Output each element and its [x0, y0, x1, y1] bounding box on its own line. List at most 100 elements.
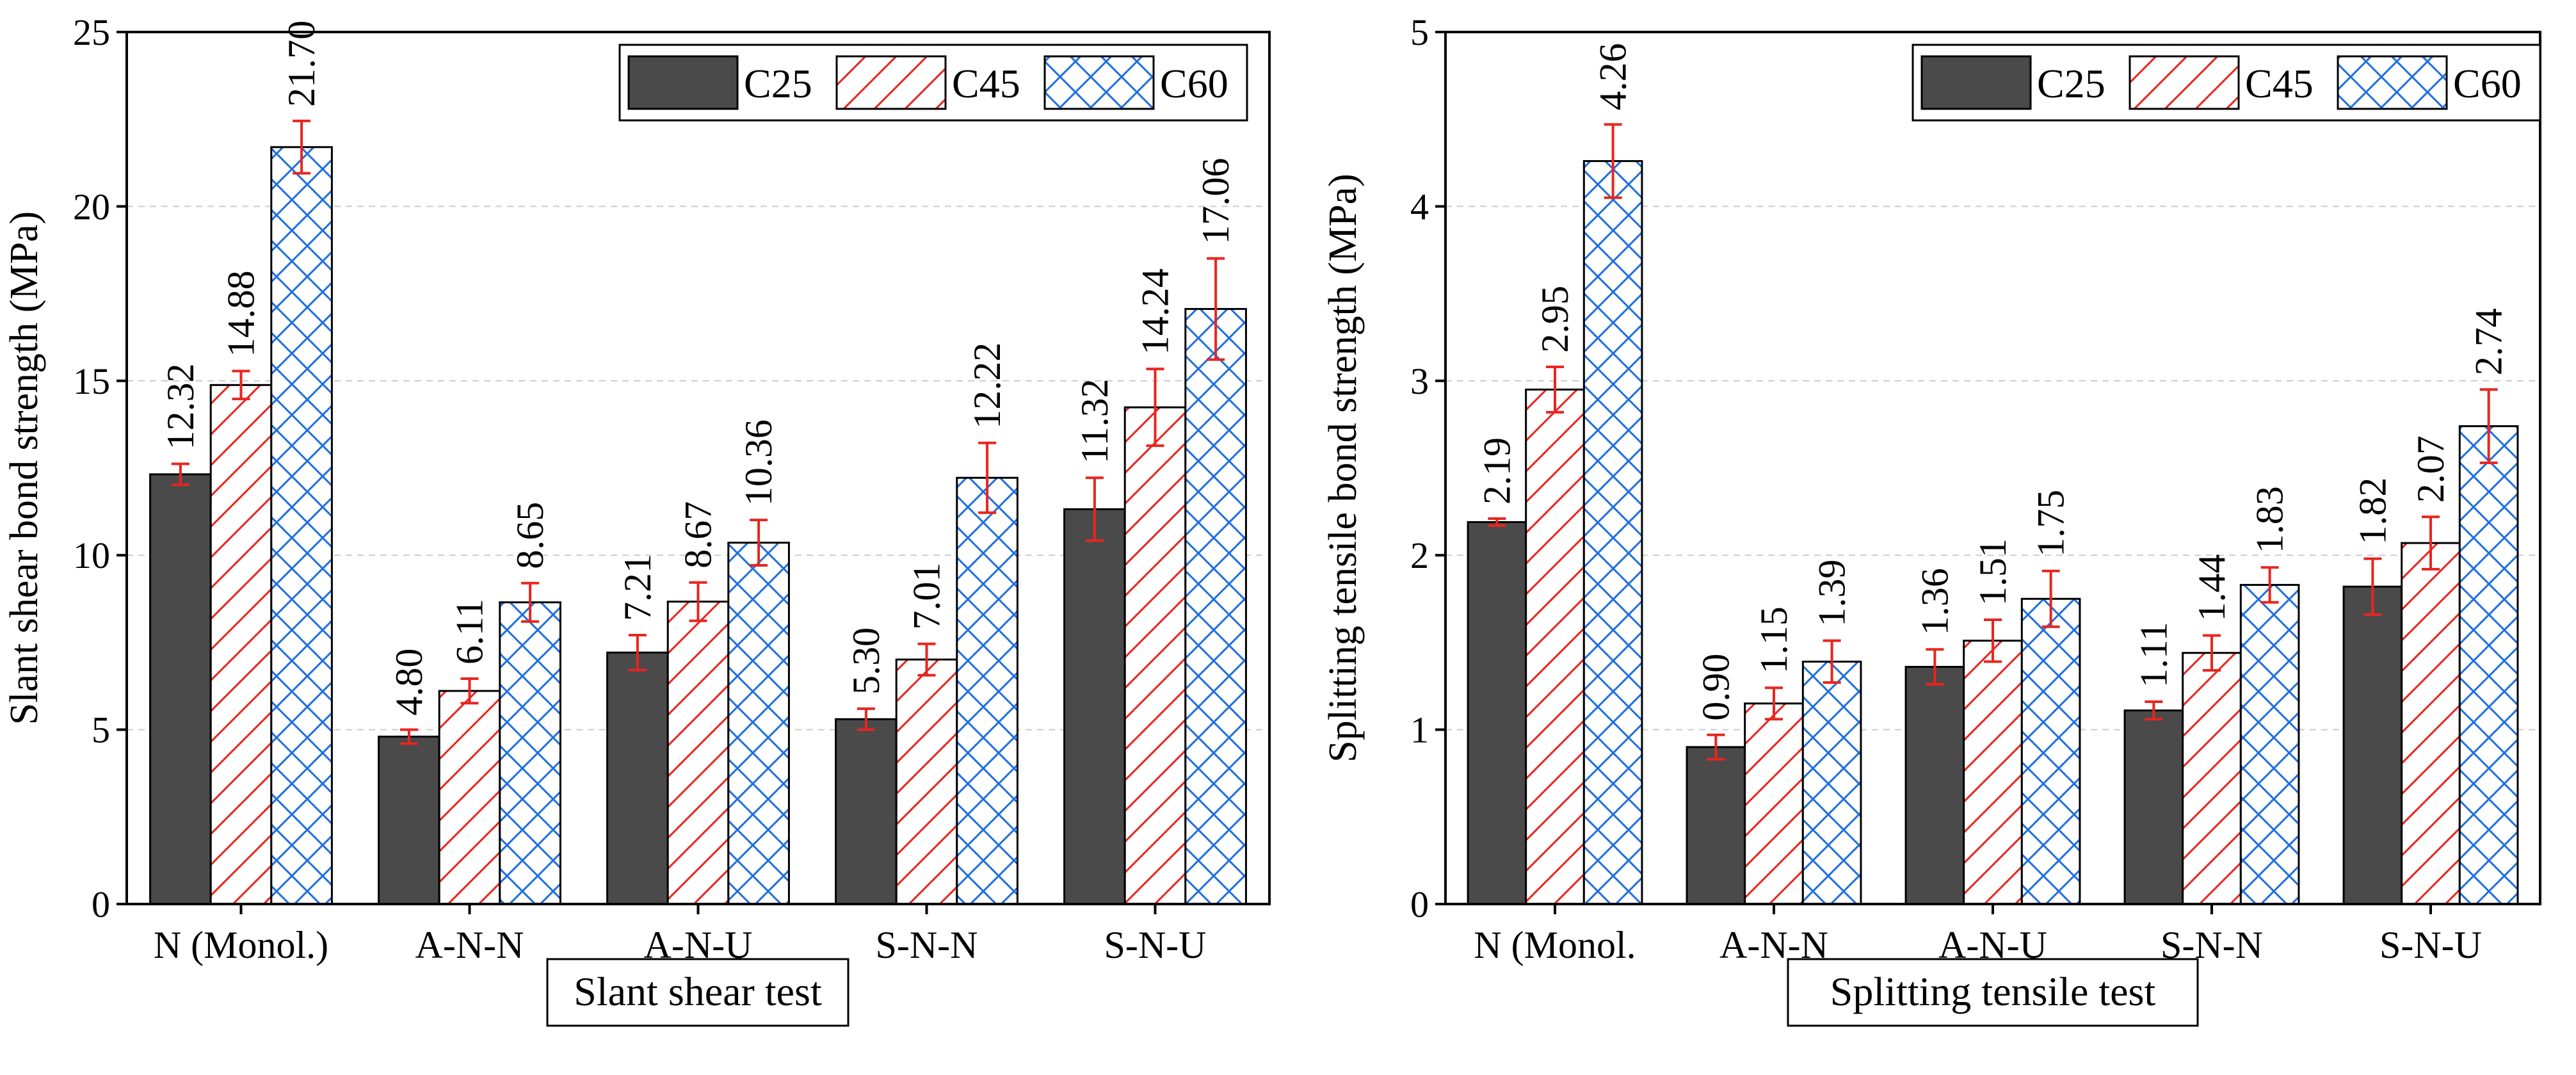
- error-bar: [1926, 648, 1944, 686]
- error-bar: [1085, 476, 1104, 542]
- value-label: 1.82: [2351, 478, 2394, 545]
- category-label: S-N-U: [1104, 924, 1207, 966]
- bar-c60: [2020, 597, 2081, 905]
- slant-shear-chart: 12.32 14.88 21.70 4.80 6.11 8.65 7.21 8.67 10.36…: [3, 12, 1271, 1027]
- bar-c45: [209, 384, 273, 905]
- error-bar: [917, 642, 936, 677]
- y-ticks: 0 5 10 15 20 25: [73, 12, 127, 925]
- error-bar: [2363, 557, 2382, 616]
- legend-swatch-c60: [2337, 55, 2448, 110]
- error-bar: [1146, 368, 1164, 448]
- bar-c25: [378, 735, 440, 905]
- error-bar: [1984, 618, 2002, 663]
- error-bar: [293, 119, 311, 175]
- y-tick-label: 2: [1410, 535, 1429, 576]
- error-bar: [2260, 566, 2279, 604]
- category-label: S-N-N: [876, 924, 978, 966]
- value-label: 8.65: [509, 502, 551, 569]
- value-label: 14.88: [220, 271, 262, 357]
- error-bar: [2422, 515, 2440, 570]
- error-bar: [399, 728, 418, 745]
- error-bar: [2041, 569, 2060, 628]
- value-label: 6.11: [449, 599, 491, 665]
- y-tick-label: 5: [1410, 12, 1429, 53]
- caption-text: Slant shear test: [574, 969, 822, 1014]
- bar-c60: [1184, 308, 1247, 905]
- y-ticks: 0 1 2 3 4 5: [1410, 12, 1445, 925]
- bar-c45: [2401, 542, 2461, 905]
- value-label: 10.36: [737, 419, 780, 506]
- y-tick-label: 0: [92, 884, 110, 925]
- bar-c25: [835, 718, 898, 905]
- error-bar: [689, 581, 707, 622]
- legend: C25 C45 C60: [1912, 44, 2541, 122]
- value-label: 11.32: [1074, 378, 1116, 464]
- bar-c45: [1963, 640, 2023, 905]
- bar-c45: [438, 690, 501, 905]
- bar-c60: [956, 476, 1018, 905]
- category-label: S-N-U: [2379, 924, 2482, 966]
- error-bar: [1823, 639, 1841, 684]
- error-bar: [171, 462, 189, 487]
- legend-swatch-c45: [2129, 55, 2240, 110]
- value-label: 1.15: [1753, 606, 1795, 674]
- bar-c25: [1467, 521, 1527, 905]
- bar-c60: [270, 146, 333, 905]
- bar-c25: [1063, 508, 1126, 905]
- error-bar: [1765, 686, 1783, 721]
- y-tick-label: 5: [92, 709, 110, 751]
- bar-c45: [895, 658, 958, 905]
- bar-c45: [1123, 406, 1187, 905]
- value-label: 17.06: [1195, 158, 1237, 245]
- bar-c45: [2182, 652, 2242, 905]
- error-bar: [628, 633, 647, 672]
- error-bar: [1488, 517, 1506, 527]
- y-tick-label: 25: [73, 12, 110, 53]
- value-label: 4.26: [1592, 43, 1634, 110]
- legend-label: C25: [744, 61, 812, 106]
- legend-label: C45: [2245, 61, 2314, 106]
- value-label: 2.19: [1476, 437, 1518, 505]
- error-bar: [1604, 123, 1622, 199]
- category-label: N (Monol.): [154, 924, 328, 966]
- y-tick-label: 3: [1410, 360, 1429, 402]
- value-label: 1.44: [2191, 554, 2233, 622]
- error-bar: [857, 707, 875, 731]
- y-tick-label: 4: [1410, 186, 1429, 227]
- error-bar: [1707, 733, 1725, 761]
- y-axis-title: Splitting tensile bond strength (MPa): [1321, 174, 1365, 763]
- value-label: 8.67: [677, 501, 720, 569]
- bar-c25: [2342, 585, 2403, 905]
- bar-c25: [2123, 709, 2184, 905]
- bars: [1467, 160, 2519, 905]
- y-tick-label: 1: [1410, 709, 1429, 751]
- bar-c25: [1686, 746, 1746, 905]
- category-labels: N (Monol. A-N-N A-N-U S-N-N S-N-U: [1474, 904, 2482, 966]
- y-axis-title: Slant shear bond strength (MPa): [3, 211, 46, 725]
- legend-label: C45: [952, 61, 1020, 106]
- legend-swatch-c25: [627, 55, 739, 110]
- bar-c25: [606, 651, 669, 905]
- y-tick-label: 15: [73, 360, 110, 402]
- category-label: A-N-N: [415, 924, 524, 966]
- value-label: 7.01: [906, 563, 948, 630]
- error-bar: [2203, 634, 2221, 672]
- value-label: 12.22: [966, 343, 1008, 429]
- value-label: 1.75: [2030, 490, 2072, 557]
- value-label: 2.95: [1534, 286, 1576, 353]
- legend-label: C60: [1160, 61, 1228, 106]
- bar-c45: [666, 601, 730, 905]
- category-labels: N (Monol.) A-N-N A-N-U S-N-N S-N-U: [154, 904, 1207, 966]
- error-bar: [1546, 366, 1564, 414]
- value-label: 21.70: [280, 20, 323, 107]
- legend-swatch-c25: [1920, 55, 2032, 110]
- bar-c60: [499, 601, 561, 905]
- value-label: 1.83: [2249, 486, 2291, 553]
- value-label: 5.30: [845, 627, 887, 695]
- bar-c60: [1801, 660, 1862, 905]
- error-bar: [521, 581, 540, 623]
- category-label: N (Monol.: [1474, 924, 1636, 966]
- value-label: 1.11: [2132, 622, 2175, 688]
- legend-label: C60: [2453, 61, 2522, 106]
